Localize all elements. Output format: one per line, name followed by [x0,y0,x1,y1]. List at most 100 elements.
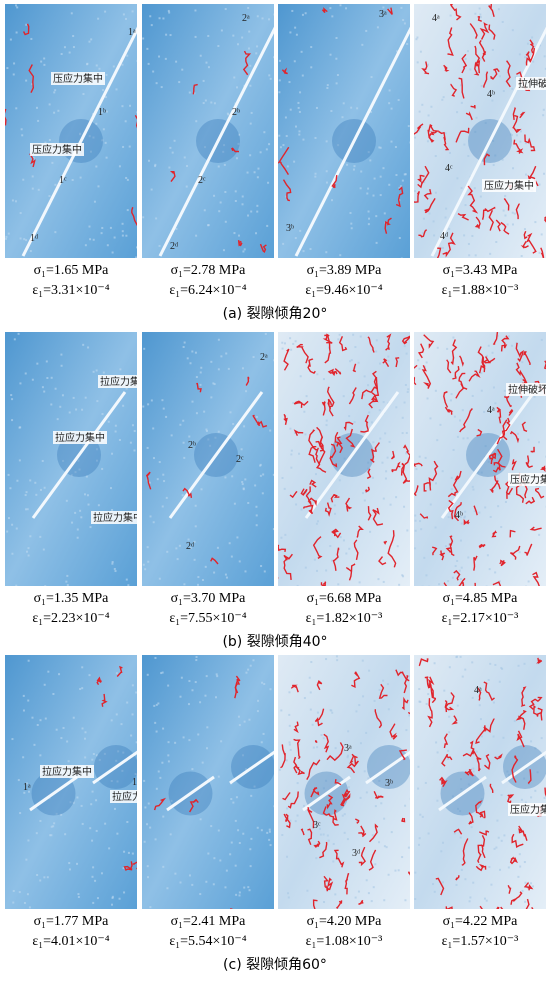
speckle [250,795,252,797]
speckle [390,141,392,143]
speckle [218,368,220,370]
speckle [81,687,83,689]
speckle [304,697,306,699]
speckle [82,823,84,825]
speckle [136,111,138,113]
speckle [158,56,160,58]
speckle [469,896,471,898]
speckle [241,37,243,39]
speckle [111,904,113,906]
speckle [200,55,202,57]
speckle [40,489,42,491]
speckle [73,46,75,48]
speckle [165,58,167,60]
speckle [538,441,540,443]
speckle [218,776,220,778]
specimen-image: 4ᵃ4ᵇ拉伸破坏4ᶜ压应力集中4ᵈ [411,2,551,268]
crack-tip-label: 4ᵈ [440,231,448,242]
speckle [362,660,364,662]
speckle [502,21,504,23]
annotation-label: 拉伸破坏 [508,383,548,396]
speckle [159,461,161,463]
speckle [428,114,430,116]
speckle [281,342,283,344]
speckle [6,531,8,533]
speckle [162,866,164,868]
speckle [115,425,117,427]
crack-tip-label: 2ᵃ [260,352,268,363]
speckle [293,161,295,163]
speckle [304,433,306,435]
speckle [208,66,210,68]
speckle [121,105,123,107]
speckle [314,176,316,178]
speckle [105,142,107,144]
speckle [382,680,384,682]
speckle [464,511,466,513]
speckle [427,693,429,695]
speckle [132,10,134,12]
speckle [490,884,492,886]
speckle [488,345,490,347]
speckle [260,475,262,477]
strain-caption: ε₁=4.01×10⁻⁴ [32,934,109,949]
speckle [472,395,474,397]
speckle [147,865,149,867]
speckle [174,873,176,875]
speckle [408,714,410,716]
speckle [95,166,97,168]
speckle [89,674,91,676]
speckle [180,882,182,884]
speckle [443,96,445,98]
speckle [85,397,87,399]
speckle [203,102,205,104]
speckle [89,238,91,240]
speckle [121,64,123,66]
speckle [345,553,347,555]
speckle [461,567,463,569]
speckle [224,886,226,888]
speckle [264,570,266,572]
speckle [218,210,220,212]
speckle [268,18,270,20]
speckle [154,165,156,167]
speckle [339,254,341,256]
speckle [298,134,300,136]
speckle [343,102,345,104]
speckle [385,470,387,472]
speckle [48,195,50,197]
speckle [463,234,465,236]
speckle [400,7,402,9]
speckle [19,459,21,461]
speckle [53,822,55,824]
speckle [439,424,441,426]
speckle [103,128,105,130]
speckle [542,114,544,116]
speckle [168,760,170,762]
speckle [397,545,399,547]
speckle [163,480,165,482]
speckle [5,236,7,238]
speckle [303,805,305,807]
stress-caption: σ₁=6.68 MPa [307,591,383,606]
speckle [130,442,132,444]
speckle [448,516,450,518]
speckle [476,751,478,753]
speckle [263,131,265,133]
speckle [242,483,244,485]
speckle [388,874,390,876]
speckle [525,174,527,176]
speckle [452,337,454,339]
speckle [13,890,15,892]
speckle [195,120,197,122]
speckle [15,4,17,6]
speckle [261,741,263,743]
speckle [410,798,412,800]
speckle [508,335,510,337]
speckle [237,43,239,45]
speckle [476,117,478,119]
speckle [391,108,393,110]
speckle [132,853,134,855]
speckle [144,841,146,843]
speckle [299,230,301,232]
